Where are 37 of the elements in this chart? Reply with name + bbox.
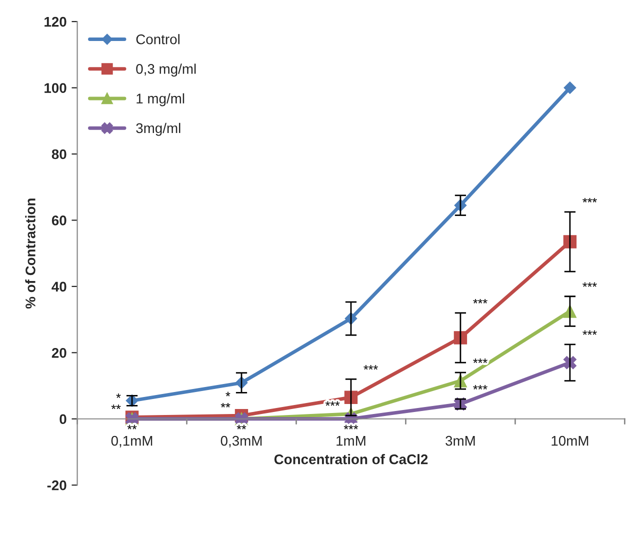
annotation: * — [226, 392, 230, 396]
annotation: *** — [582, 198, 597, 202]
x-tick-label: 1mM — [336, 436, 366, 446]
x-tick-label: 0,1mM — [111, 436, 152, 448]
y-tick-label: 120 — [44, 16, 66, 27]
annotation: *** — [364, 365, 378, 370]
y-tick-label: 80 — [52, 149, 66, 160]
point — [564, 82, 576, 94]
y-tick-label: -20 — [47, 480, 66, 490]
x-axis-title: Concentration of CaCl2 — [274, 454, 428, 464]
annotation: *** — [582, 330, 597, 335]
annotation: ** — [111, 404, 121, 410]
annotation: *** — [473, 298, 488, 304]
y-tick-label: 20 — [52, 348, 66, 358]
annotation: *** — [344, 424, 358, 430]
y-axis-title: % of Contraction — [25, 198, 36, 309]
annotation: *** — [582, 282, 597, 287]
annotation: ** — [220, 402, 230, 408]
legend-label: 0,3 mg/ml — [136, 64, 196, 77]
point — [454, 331, 468, 344]
point — [344, 390, 358, 404]
x-tick-label: 0,3mM — [220, 436, 262, 448]
x-tick-label: 10mM — [552, 436, 588, 446]
annotation: *** — [325, 401, 340, 406]
annotation: ** — [236, 424, 246, 430]
y-tick-label: 0 — [60, 414, 66, 424]
annotation: *** — [473, 358, 488, 363]
y-tick-label: 100 — [44, 83, 66, 93]
x-tick-label: 3mM — [446, 436, 475, 446]
y-tick-label: 60 — [52, 216, 66, 226]
annotation: * — [116, 394, 121, 398]
y-tick-label: 40 — [52, 282, 66, 292]
legend-label: 3mg/ml — [136, 122, 180, 136]
annotation: ** — [127, 424, 137, 430]
legend-label: 1 mg/ml — [136, 93, 184, 106]
legend-label: Control — [136, 34, 180, 44]
annotation: *** — [473, 385, 488, 390]
